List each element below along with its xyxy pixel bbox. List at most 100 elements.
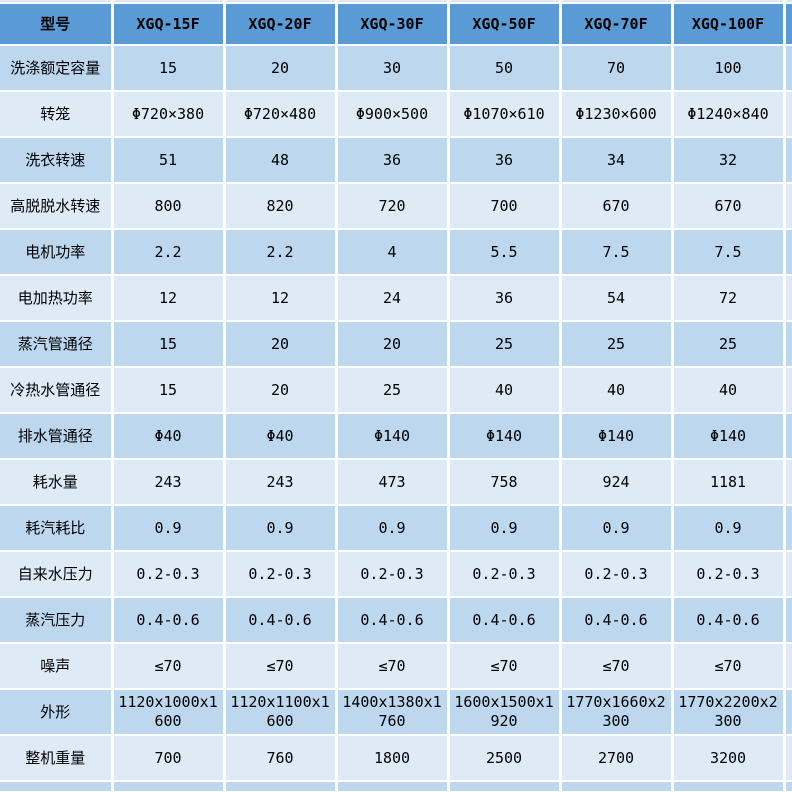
partial-cell [782, 780, 792, 791]
value-cell: Φ720×480 [222, 90, 338, 138]
spec-row: 整机重量 700 760 1800 2500 2700 3200 [0, 734, 792, 782]
row-label-cell: 耗水量 [0, 458, 114, 506]
row-label-cell: 整机重量 [0, 734, 114, 782]
partial-row-bottom [0, 780, 792, 791]
row-label-cell: 洗涤额定容量 [0, 44, 114, 92]
value-cell: 15 [110, 320, 226, 368]
value-cell: 36 [446, 274, 562, 322]
value-cell: Φ1070×610 [446, 90, 562, 138]
spec-row: 冷热水管通径 15 20 25 40 40 40 [0, 366, 792, 414]
edge-partial-cell [782, 228, 792, 276]
value-cell: Φ1240×840 [670, 90, 786, 138]
partial-cell [446, 780, 562, 791]
value-cell: 0.9 [222, 504, 338, 552]
value-cell: 34 [558, 136, 674, 184]
value-cell: 1800 [334, 734, 450, 782]
value-cell: 760 [222, 734, 338, 782]
value-cell: 243 [222, 458, 338, 506]
partial-cell [782, 0, 792, 4]
model-header-xgq-70f: XGQ-70F [558, 2, 674, 46]
row-label-cell: 高脱脱水转速 [0, 182, 114, 230]
value-cell: 924 [558, 458, 674, 506]
partial-cell [334, 0, 450, 4]
spec-row: 电加热功率 12 12 24 36 54 72 [0, 274, 792, 322]
value-cell: 0.2-0.3 [110, 550, 226, 598]
value-cell: 3200 [670, 734, 786, 782]
value-cell: 1600x1500x1920 [446, 688, 562, 736]
partial-cell [670, 780, 786, 791]
value-cell: ≤70 [334, 642, 450, 690]
partial-cell [558, 780, 674, 791]
value-cell: 1770x2200x2300 [670, 688, 786, 736]
value-cell: 700 [446, 182, 562, 230]
value-cell: 1120x1100x1600 [222, 688, 338, 736]
value-cell: 40 [670, 366, 786, 414]
value-cell: 0.4-0.6 [670, 596, 786, 644]
value-cell: 7.5 [670, 228, 786, 276]
value-cell: 32 [670, 136, 786, 184]
value-cell: 2.2 [222, 228, 338, 276]
value-cell: 25 [558, 320, 674, 368]
partial-cell [670, 0, 786, 4]
value-cell: 0.9 [558, 504, 674, 552]
edge-partial-cell [782, 642, 792, 690]
value-cell: 720 [334, 182, 450, 230]
value-cell: 2500 [446, 734, 562, 782]
spec-row: 电机功率 2.2 2.2 4 5.5 7.5 7.5 [0, 228, 792, 276]
value-cell: 0.2-0.3 [222, 550, 338, 598]
value-cell: 0.2-0.3 [558, 550, 674, 598]
value-cell: 670 [670, 182, 786, 230]
row-label-cell: 排水管通径 [0, 412, 114, 460]
edge-partial-cell [782, 504, 792, 552]
value-cell: 20 [334, 320, 450, 368]
value-cell: 70 [558, 44, 674, 92]
value-cell: 0.9 [670, 504, 786, 552]
row-label-cell: 噪声 [0, 642, 114, 690]
value-cell: Φ140 [670, 412, 786, 460]
spec-row: 蒸汽压力 0.4-0.6 0.4-0.6 0.4-0.6 0.4-0.6 0.4-0.6 0… [0, 596, 792, 644]
model-header-xgq-15f: XGQ-15F [110, 2, 226, 46]
spec-row: 蒸汽管通径 15 20 20 25 25 25 [0, 320, 792, 368]
edge-partial-cell [782, 2, 792, 46]
value-cell: 20 [222, 44, 338, 92]
partial-cell [110, 780, 226, 791]
value-cell: 0.4-0.6 [110, 596, 226, 644]
edge-partial-cell [782, 412, 792, 460]
value-cell: 36 [334, 136, 450, 184]
spec-row: 噪声 ≤70 ≤70 ≤70 ≤70 ≤70 ≤70 [0, 642, 792, 690]
row-label-cell: 电加热功率 [0, 274, 114, 322]
value-cell: 820 [222, 182, 338, 230]
partial-row-top [0, 0, 792, 4]
value-cell: 0.4-0.6 [446, 596, 562, 644]
value-cell: 36 [446, 136, 562, 184]
value-cell: 54 [558, 274, 674, 322]
model-header-xgq-30f: XGQ-30F [334, 2, 450, 46]
value-cell: 20 [222, 320, 338, 368]
row-label-cell: 转笼 [0, 90, 114, 138]
row-label-cell: 外形 [0, 688, 114, 736]
edge-partial-cell [782, 136, 792, 184]
value-cell: ≤70 [110, 642, 226, 690]
value-cell: 7.5 [558, 228, 674, 276]
row-label-cell: 自来水压力 [0, 550, 114, 598]
value-cell: 0.9 [446, 504, 562, 552]
edge-partial-cell [782, 734, 792, 782]
value-cell: 1770x1660x2300 [558, 688, 674, 736]
edge-partial-cell [782, 274, 792, 322]
value-cell: 1120x1000x1600 [110, 688, 226, 736]
spec-row: 耗水量 243 243 473 758 924 1181 [0, 458, 792, 506]
value-cell: 100 [670, 44, 786, 92]
spec-row: 耗汽耗比 0.9 0.9 0.9 0.9 0.9 0.9 [0, 504, 792, 552]
model-header-xgq-20f: XGQ-20F [222, 2, 338, 46]
value-cell: 0.4-0.6 [558, 596, 674, 644]
spec-row: 洗涤额定容量 15 20 30 50 70 100 [0, 44, 792, 92]
spec-row: 外形 1120x1000x1600 1120x1100x1600 1400x1380x… [0, 688, 792, 736]
value-cell: 50 [446, 44, 562, 92]
value-cell: ≤70 [670, 642, 786, 690]
row-label-cell: 洗衣转速 [0, 136, 114, 184]
value-cell: 4 [334, 228, 450, 276]
value-cell: 0.4-0.6 [222, 596, 338, 644]
